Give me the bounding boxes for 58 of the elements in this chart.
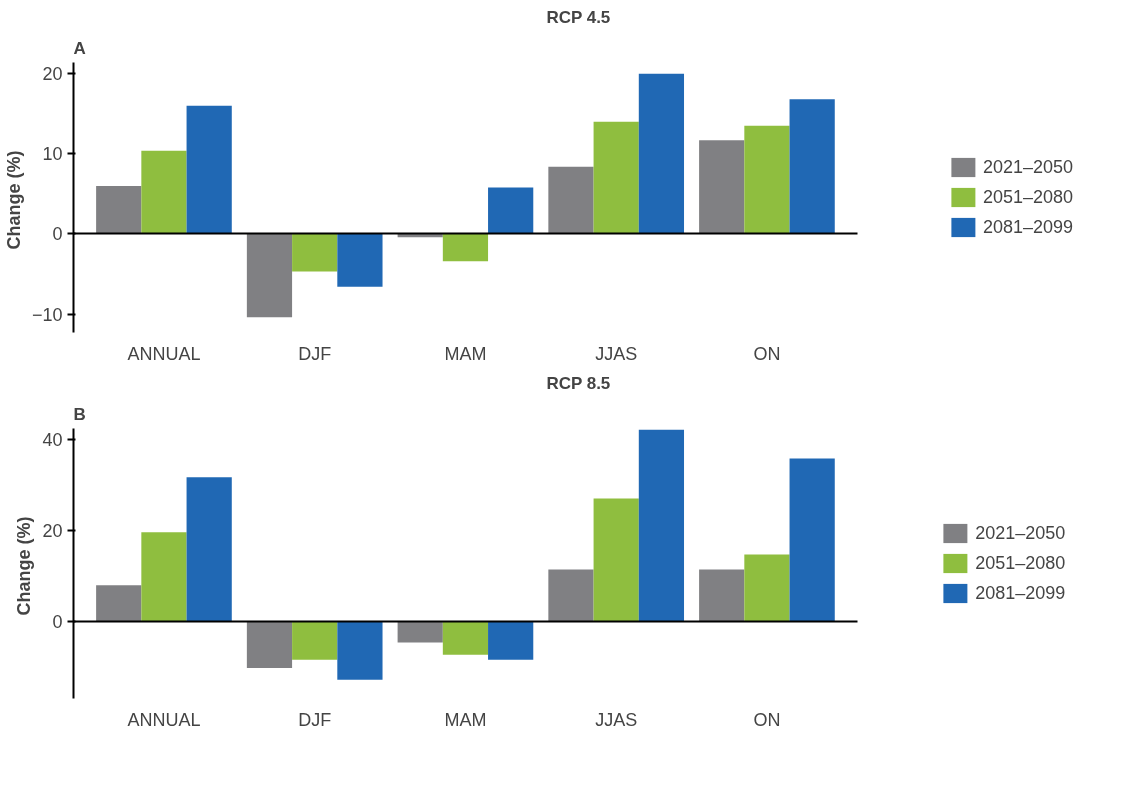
legend-label: 2051–2080 — [975, 552, 1066, 574]
bar — [337, 233, 383, 287]
y-tick-label: 20 — [42, 64, 63, 85]
bar — [246, 233, 293, 318]
y-tick-label: 0 — [52, 224, 63, 245]
x-tick-label: DJF — [298, 709, 332, 730]
bar — [141, 532, 187, 622]
bar — [548, 166, 594, 234]
bar — [246, 621, 293, 669]
y-tick-label: 40 — [42, 430, 63, 451]
y-axis-title: Change (%) — [3, 150, 24, 250]
bar — [593, 121, 639, 234]
x-tick-label: DJF — [298, 343, 332, 364]
bar — [744, 554, 790, 622]
text: A — [73, 38, 86, 58]
x-tick-label: ANNUAL — [127, 709, 201, 730]
legend-label: 2021–2050 — [975, 522, 1066, 544]
bar — [548, 569, 594, 622]
bar — [789, 99, 835, 234]
chart-title: RCP 8.5 — [546, 373, 611, 393]
bar — [638, 73, 685, 234]
bar — [699, 569, 745, 622]
bar — [699, 140, 745, 234]
y-axis-title: Change (%) — [14, 516, 35, 616]
bar — [397, 621, 443, 643]
x-tick-label: ON — [753, 709, 781, 730]
x-tick-label: JJAS — [595, 709, 638, 730]
bar — [442, 233, 489, 262]
bar — [638, 429, 685, 622]
x-tick-label: MAM — [444, 709, 487, 730]
y-tick-label: 10 — [42, 144, 63, 165]
bar — [292, 621, 338, 660]
bar — [141, 150, 187, 234]
bar — [186, 105, 232, 234]
y-tick-label: 0 — [52, 612, 63, 633]
x-tick-label: JJAS — [595, 343, 638, 364]
bar — [292, 233, 338, 272]
legend-label: 2081–2099 — [975, 582, 1066, 604]
legend-label: 2081–2099 — [982, 216, 1073, 238]
y-tick-label: 20 — [42, 521, 63, 542]
bar — [96, 585, 142, 622]
bar — [186, 477, 232, 622]
legend-label: 2021–2050 — [982, 156, 1073, 178]
x-tick-label: ON — [753, 343, 781, 364]
x-tick-label: ANNUAL — [127, 343, 201, 364]
bar — [593, 498, 639, 622]
legend-label: 2051–2080 — [982, 186, 1073, 208]
bar — [442, 621, 489, 655]
bar — [744, 125, 790, 234]
y-tick-label: −10 — [31, 304, 63, 325]
bar — [337, 621, 383, 680]
bar — [488, 187, 534, 234]
text: B — [73, 404, 86, 424]
bar — [488, 621, 534, 660]
bar — [96, 185, 142, 234]
chart-title: RCP 4.5 — [546, 7, 611, 27]
x-tick-label: MAM — [444, 343, 487, 364]
bar — [789, 458, 835, 622]
